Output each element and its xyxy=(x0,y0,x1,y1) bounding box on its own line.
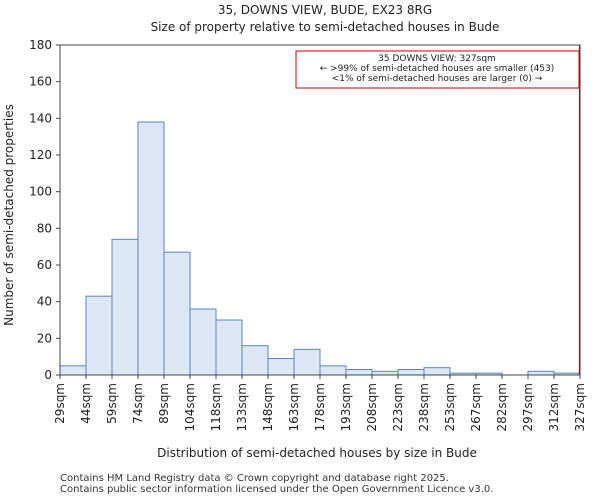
bar-104sqm xyxy=(189,308,217,376)
annotation-box: 35 DOWNS VIEW: 327sqm ← >99% of semi-det… xyxy=(295,50,580,89)
x-tick-label: 193sqm xyxy=(339,383,353,431)
x-tick-label: 148sqm xyxy=(261,383,275,431)
x-tick-label: 253sqm xyxy=(443,383,457,431)
chart-title: 35, DOWNS VIEW, BUDE, EX23 8RG xyxy=(218,3,432,17)
y-tick-label: 40 xyxy=(37,295,52,309)
y-tick-label: 100 xyxy=(29,185,52,199)
annotation-line-1: 35 DOWNS VIEW: 327sqm xyxy=(378,54,496,64)
y-axis-label: Number of semi-detached properties xyxy=(2,104,16,326)
x-tick-label: 89sqm xyxy=(157,383,171,424)
bar-297sqm xyxy=(527,370,555,376)
bar-118sqm xyxy=(215,319,243,376)
bar-163sqm xyxy=(293,348,321,376)
bar-133sqm xyxy=(241,345,269,376)
y-tick-label: 120 xyxy=(29,148,52,162)
x-tick-label: 282sqm xyxy=(495,383,509,431)
annotation-line-3: <1% of semi-detached houses are larger (… xyxy=(332,74,543,84)
footer-line-1: Contains HM Land Registry data © Crown c… xyxy=(60,473,449,484)
y-tick-label: 60 xyxy=(37,258,52,272)
x-tick-label: 118sqm xyxy=(209,383,223,431)
bar-29sqm xyxy=(59,365,87,376)
x-tick-label: 312sqm xyxy=(547,383,561,431)
footer-line-2: Contains public sector information licen… xyxy=(60,484,494,495)
y-tick-label: 160 xyxy=(29,75,52,89)
bar-178sqm xyxy=(319,365,347,376)
x-tick-label: 74sqm xyxy=(131,383,145,424)
x-tick-label: 297sqm xyxy=(521,383,535,431)
x-axis: 29sqm 44sqm 59sqm 74sqm 89sqm 104sqm 118sqm 133… xyxy=(53,375,587,431)
x-tick-label: 59sqm xyxy=(105,383,119,424)
x-tick-label: 208sqm xyxy=(365,383,379,431)
x-tick-label: 327sqm xyxy=(573,383,587,431)
bars-group xyxy=(59,121,581,376)
annotation-frame xyxy=(295,50,580,89)
bar-89sqm xyxy=(163,251,191,376)
y-tick-label: 140 xyxy=(29,111,52,125)
x-tick-label: 44sqm xyxy=(79,383,93,424)
bar-148sqm xyxy=(267,358,295,376)
x-tick-label: 104sqm xyxy=(183,383,197,431)
annotation-line-2: ← >99% of semi-detached houses are small… xyxy=(320,64,555,74)
chart-subtitle: Size of property relative to semi-detach… xyxy=(151,20,500,34)
x-tick-label: 238sqm xyxy=(417,383,431,431)
y-tick-label: 20 xyxy=(37,331,52,345)
x-tick-label: 178sqm xyxy=(313,383,327,431)
bar-193sqm xyxy=(345,369,373,376)
x-tick-label: 223sqm xyxy=(391,383,405,431)
bar-238sqm xyxy=(423,367,451,376)
x-tick-label: 163sqm xyxy=(287,383,301,431)
x-axis-label: Distribution of semi-detached houses by … xyxy=(157,446,477,460)
bar-223sqm xyxy=(397,369,425,376)
bar-44sqm xyxy=(85,295,113,376)
x-tick-label: 267sqm xyxy=(469,383,483,431)
x-tick-label: 133sqm xyxy=(235,383,249,431)
bar-208sqm xyxy=(371,370,399,376)
x-tick-label: 29sqm xyxy=(53,383,67,424)
y-tick-label: 0 xyxy=(44,368,52,382)
y-axis: 0 20 40 60 80 100 120 140 160 180 xyxy=(29,38,60,382)
bar-74sqm xyxy=(137,121,165,376)
y-tick-label: 180 xyxy=(29,38,52,52)
bar-59sqm xyxy=(111,238,139,376)
y-tick-label: 80 xyxy=(37,221,52,235)
footer-attribution: Contains HM Land Registry data © Crown c… xyxy=(60,473,493,495)
